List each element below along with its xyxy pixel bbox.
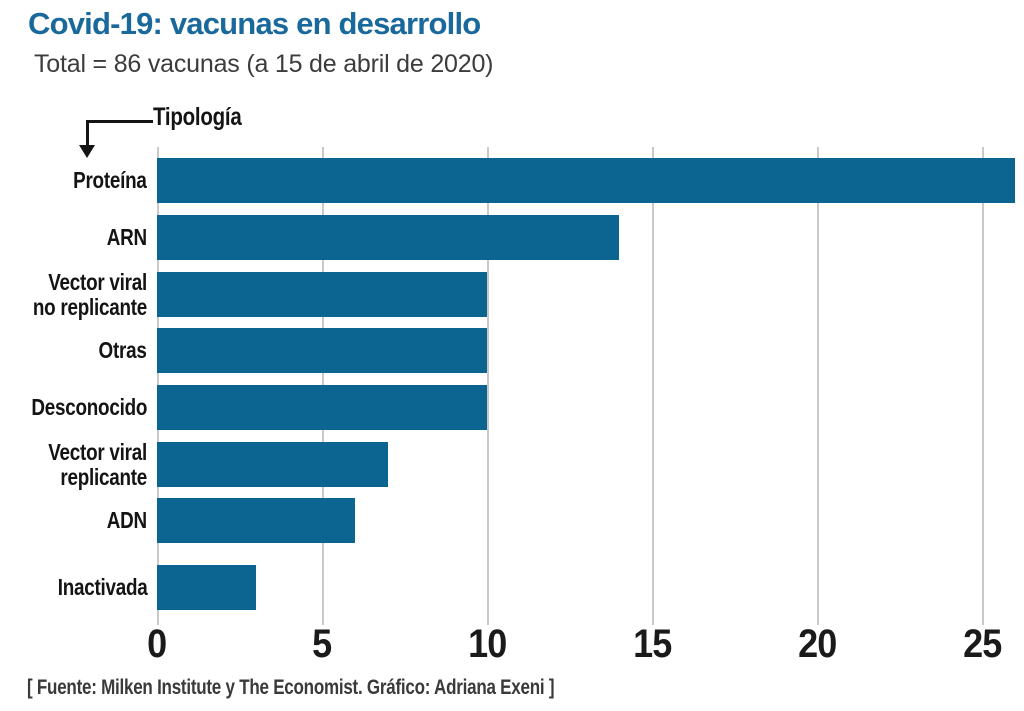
category-label-proteina: Proteína [0,158,148,203]
x-axis-tick-value: 5 [312,622,332,666]
bar-arn [157,215,619,260]
source-note-text: [ Fuente: Milken Institute y The Economi… [27,676,555,699]
category-label-text: ADN [106,507,147,533]
category-label-arn: ARN [0,215,147,260]
category-label-desconocido: Desconocido [0,385,147,430]
category-label-vector-viral-replicante: Vector viral replicante [0,438,147,490]
x-axis-tick-label: 5 [282,624,362,664]
chart-subtitle: Total = 86 vacunas (a 15 de abril de 202… [34,50,494,78]
category-label-text: Otras [98,337,147,363]
category-label-text: Inactivada [57,574,147,600]
x-axis-tick-label: 25 [942,624,1022,664]
category-label-text: Desconocido [31,394,147,420]
gridline-15 [652,147,654,625]
annotation-arrowhead-icon [79,145,95,158]
x-axis-tick-value: 25 [962,622,1002,666]
bar-vector-viral-no-replicante [157,272,487,317]
x-axis-tick-label: 10 [447,624,527,664]
category-label-vector-viral-no-replicante: Vector viral no replicante [0,268,147,320]
bar-adn [157,498,355,543]
bar-otras [157,328,487,373]
gridline-20 [817,147,819,625]
annotation-arrow-line [86,120,153,150]
category-label-text: Proteína [73,167,148,193]
page-title: Covid-19: vacunas en desarrollo [28,6,481,41]
x-axis-tick-value: 20 [797,622,837,666]
source-note: [ Fuente: Milken Institute y The Economi… [27,674,678,702]
gridline-25 [982,147,984,625]
x-axis-tick-value: 15 [632,622,672,666]
bar-proteina [157,158,1015,203]
x-axis-tick-label: 20 [777,624,857,664]
bar-vector-viral-replicante [157,442,388,487]
category-label-otras: Otras [0,328,147,373]
category-label-text: Vector viral replicante [48,438,147,490]
gridline-10 [487,147,489,625]
x-axis-tick-label: 15 [612,624,692,664]
x-axis-tick-label: 0 [117,624,197,664]
annotation-label-text: Tipología [153,103,242,131]
category-label-text: Vector viral no replicante [32,268,147,320]
bar-desconocido [157,385,487,430]
x-axis-tick-value: 0 [147,622,167,666]
x-axis-tick-value: 10 [467,622,507,666]
annotation-label: Tipología [153,102,261,132]
category-label-text: ARN [106,224,147,250]
category-label-inactivada: Inactivada [0,565,147,610]
bar-inactivada [157,565,256,610]
category-label-adn: ADN [0,498,147,543]
